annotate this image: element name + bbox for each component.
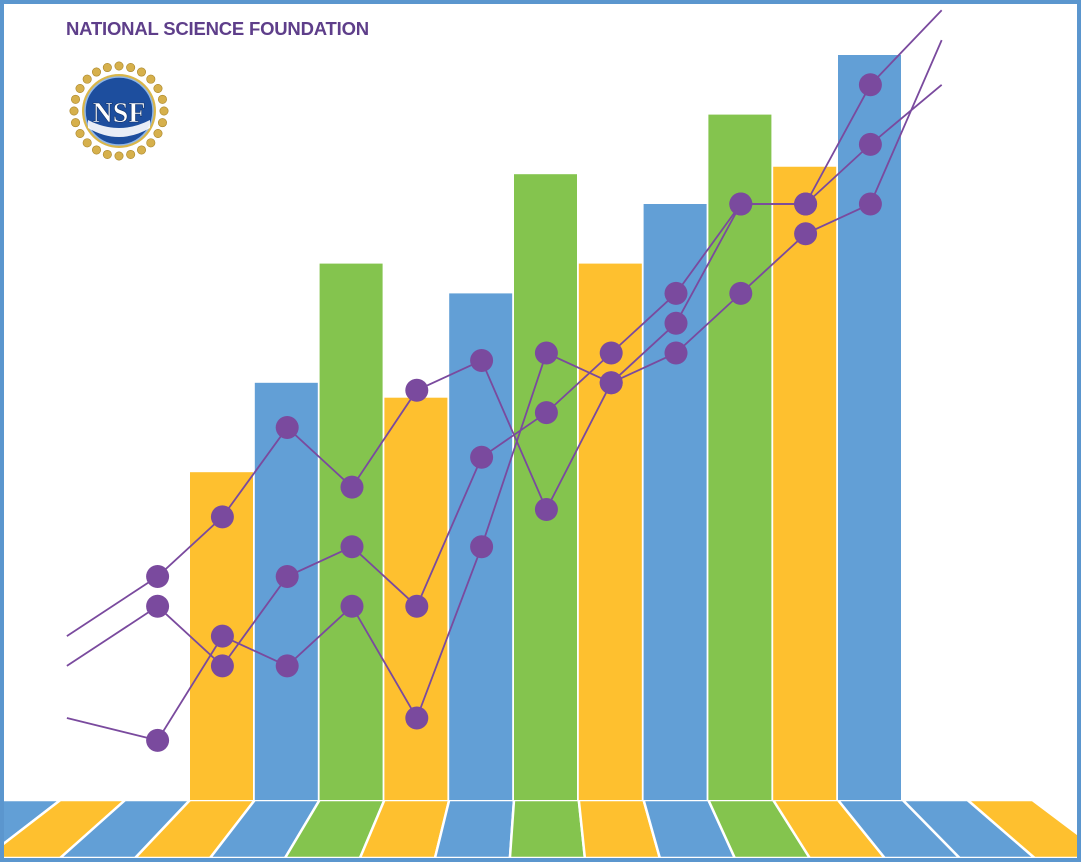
data-point [405, 706, 429, 730]
data-point [146, 594, 170, 618]
floor-stripe [508, 798, 587, 860]
floor [0, 798, 1081, 860]
data-point [210, 505, 234, 529]
logo-ray [153, 83, 163, 93]
data-point [599, 371, 623, 395]
data-point [858, 132, 882, 156]
logo-ray [69, 106, 79, 116]
logo-ray [159, 106, 169, 116]
data-point [210, 624, 234, 648]
bar [708, 114, 772, 801]
logo-ray [102, 63, 112, 73]
data-point [275, 565, 299, 588]
logo-ray [157, 94, 167, 104]
logo-ray [137, 145, 147, 155]
data-point [664, 311, 688, 335]
logo-ray [137, 67, 147, 77]
bar [254, 382, 318, 800]
data-point [534, 497, 558, 521]
nsf-seal-icon: NSF [69, 61, 169, 161]
data-point [858, 192, 882, 216]
data-points [146, 73, 882, 752]
logo-ray [114, 61, 124, 71]
bar-series [190, 55, 901, 801]
data-point [729, 192, 753, 216]
bar [514, 174, 577, 800]
data-point [470, 348, 494, 372]
logo-ray [71, 118, 81, 128]
data-point [405, 594, 429, 618]
data-point [405, 378, 429, 402]
data-point [534, 401, 558, 425]
data-point [664, 341, 688, 365]
data-point [275, 654, 299, 678]
logo-ray [71, 94, 81, 104]
data-point [146, 565, 170, 588]
floor-stripe [964, 798, 1081, 860]
logo-ray [91, 67, 101, 77]
bar [773, 166, 837, 800]
logo-ray [126, 149, 136, 159]
data-point [599, 341, 623, 365]
logo-ray [82, 138, 92, 148]
logo-ray [146, 74, 156, 84]
logo-ray [157, 118, 167, 128]
data-point [340, 535, 364, 559]
data-point [534, 341, 558, 365]
floor-stripe [433, 798, 516, 860]
logo-globe-rim [84, 76, 154, 146]
logo-ray [82, 74, 92, 84]
data-point [340, 594, 364, 618]
logo-ray [102, 149, 112, 159]
logo-ray [91, 145, 101, 155]
data-point [794, 222, 818, 246]
data-point [858, 73, 882, 97]
bar [319, 263, 383, 801]
bar [838, 55, 901, 800]
logo-ray [153, 129, 163, 139]
logo-ray [126, 63, 136, 73]
data-point [210, 654, 234, 678]
logo-text: NSF [93, 98, 146, 129]
data-point [340, 475, 364, 499]
logo-rays [69, 61, 169, 161]
data-point [275, 416, 299, 439]
data-point [729, 281, 753, 305]
organization-title: NATIONAL SCIENCE FOUNDATION [66, 18, 369, 39]
logo-ray [75, 129, 85, 139]
data-point [470, 535, 494, 559]
data-point [146, 728, 170, 752]
logo-ray [75, 83, 85, 93]
series-line [66, 39, 943, 742]
logo-ray [114, 151, 124, 161]
data-point [470, 445, 494, 469]
data-point [664, 281, 688, 305]
data-point [794, 192, 818, 216]
logo-ray [146, 138, 156, 148]
nsf-logo: NSF [69, 61, 169, 161]
logo-wave [88, 120, 150, 137]
